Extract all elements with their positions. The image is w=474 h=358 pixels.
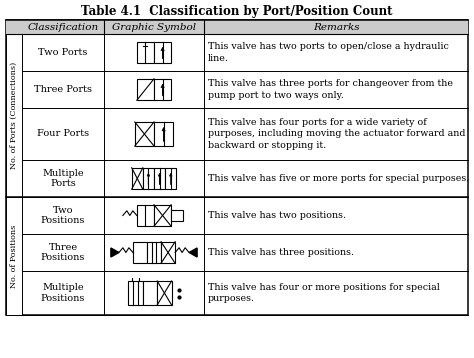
Bar	[147, 242, 161, 263]
Polygon shape	[189, 248, 197, 257]
Text: Two
Positions: Two Positions	[41, 206, 85, 225]
Text: This valve has two positions.: This valve has two positions.	[208, 211, 346, 220]
Bar	[137, 79, 154, 100]
Polygon shape	[111, 248, 119, 257]
Text: Four Ports: Four Ports	[37, 130, 89, 139]
Bar	[137, 205, 154, 226]
Text: This valve has five or more ports for special purposes.: This valve has five or more ports for sp…	[208, 174, 469, 183]
Bar	[128, 281, 143, 305]
Bar	[154, 205, 171, 226]
Text: Multiple
Ports: Multiple Ports	[42, 169, 84, 188]
Bar	[133, 242, 147, 263]
Bar	[157, 281, 172, 305]
Bar	[143, 168, 154, 189]
Text: No. of Ports (Connections): No. of Ports (Connections)	[10, 62, 18, 169]
Text: This valve has three ports for changeover from the
pump port to two ways only.: This valve has three ports for changeove…	[208, 79, 453, 100]
Bar	[6, 197, 22, 315]
Bar	[154, 168, 165, 189]
Bar	[143, 281, 157, 305]
Bar	[154, 122, 173, 146]
Bar	[171, 209, 183, 221]
Text: Multiple
Positions: Multiple Positions	[41, 283, 85, 303]
Text: This valve has four ports for a wide variety of
purposes, including moving the a: This valve has four ports for a wide var…	[208, 118, 465, 150]
Bar	[137, 42, 154, 63]
Text: Remarks: Remarks	[313, 23, 359, 32]
Bar	[154, 42, 171, 63]
Bar	[6, 34, 22, 197]
Bar	[6, 20, 468, 315]
Text: Three
Positions: Three Positions	[41, 243, 85, 262]
Text: Graphic Symbol: Graphic Symbol	[112, 23, 196, 32]
Text: This valve has four or more positions for special
purposes.: This valve has four or more positions fo…	[208, 283, 440, 303]
Text: Table 4.1  Classification by Port/Position Count: Table 4.1 Classification by Port/Positio…	[81, 5, 393, 18]
Bar	[161, 242, 175, 263]
Text: Classification: Classification	[27, 23, 99, 32]
Text: Two Ports: Two Ports	[38, 48, 88, 57]
Text: No. of Positions: No. of Positions	[10, 224, 18, 287]
Bar	[135, 122, 154, 146]
Bar	[132, 168, 143, 189]
Text: Three Ports: Three Ports	[34, 85, 92, 94]
Text: This valve has three positions.: This valve has three positions.	[208, 248, 354, 257]
Bar	[165, 168, 176, 189]
Bar	[6, 20, 468, 34]
Bar	[154, 79, 171, 100]
Text: This valve has two ports to open/close a hydraulic
line.: This valve has two ports to open/close a…	[208, 43, 449, 63]
